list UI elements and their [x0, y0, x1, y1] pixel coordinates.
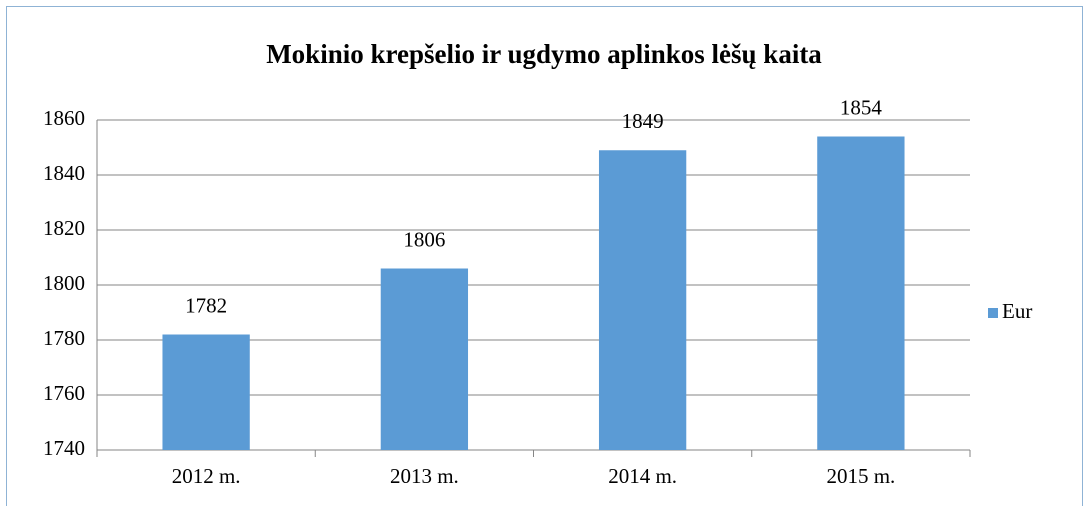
chart-border — [6, 6, 1083, 506]
x-tick-label: 2015 m. — [826, 464, 895, 488]
bar — [162, 334, 250, 450]
data-label: 1782 — [185, 293, 227, 317]
y-tick-label: 1780 — [43, 326, 85, 350]
bar — [598, 150, 687, 450]
x-tick-label: 2013 m. — [390, 464, 459, 488]
x-tick-label: 2014 m. — [608, 464, 677, 488]
y-tick-label: 1760 — [43, 381, 85, 405]
data-label: 1854 — [840, 95, 883, 119]
bar — [380, 268, 469, 450]
x-tick-label: 2012 m. — [172, 464, 241, 488]
y-tick-label: 1840 — [43, 161, 85, 185]
data-label: 1849 — [622, 109, 664, 133]
y-tick-label: 1860 — [43, 106, 85, 130]
y-tick-label: 1800 — [43, 271, 85, 295]
legend-swatch — [988, 308, 998, 318]
data-label: 1806 — [403, 227, 445, 251]
y-tick-label: 1740 — [43, 436, 85, 460]
bar — [817, 136, 905, 450]
chart-title: Mokinio krepšelio ir ugdymo aplinkos lėš… — [266, 39, 822, 69]
y-tick-label: 1820 — [43, 216, 85, 240]
legend-label: Eur — [1002, 299, 1032, 323]
